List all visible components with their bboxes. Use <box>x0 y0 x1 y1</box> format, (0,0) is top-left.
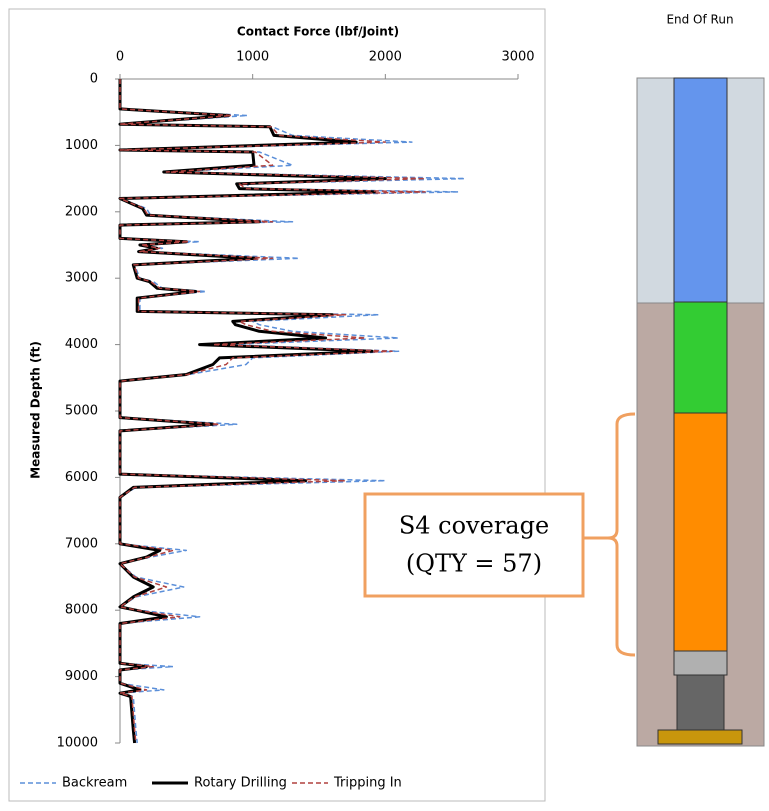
legend-label: Backream <box>62 776 127 791</box>
y-tick-label: 3000 <box>65 271 98 286</box>
pipe-section <box>674 78 727 302</box>
bha <box>677 675 724 730</box>
y-tick-label: 1000 <box>65 138 98 153</box>
legend-label: Rotary Drilling <box>194 776 287 791</box>
y-tick-label: 4000 <box>65 337 98 352</box>
y-tick-label: 10000 <box>57 736 98 751</box>
y-tick-label: 5000 <box>65 404 98 419</box>
y-tick-label: 6000 <box>65 470 98 485</box>
y-tick-label: 9000 <box>65 669 98 684</box>
axis-label: Measured Depth (ft) <box>29 341 43 479</box>
pipe-section <box>674 651 727 675</box>
x-tick-label: 0 <box>116 50 124 65</box>
page: Contact Force (lbf/Joint) Measured Depth… <box>0 0 769 811</box>
legend-label: Tripping In <box>333 776 402 791</box>
chart-title: Contact Force (lbf/Joint) <box>237 25 399 39</box>
pipe-section <box>674 413 727 651</box>
y-tick-label: 2000 <box>65 204 98 219</box>
y-tick-label: 0 <box>90 72 98 87</box>
callout-box <box>365 494 583 596</box>
callout-text: (QTY = 57) <box>406 550 542 578</box>
y-tick-label: 8000 <box>65 603 98 618</box>
y-tick-label: 7000 <box>65 536 98 551</box>
x-tick-label: 2000 <box>369 50 402 65</box>
bit <box>658 730 742 744</box>
callout-text: S4 coverage <box>399 512 549 540</box>
x-tick-label: 1000 <box>236 50 269 65</box>
x-tick-label: 3000 <box>501 50 534 65</box>
diagram-title: End Of Run <box>666 13 733 27</box>
bracket <box>608 414 635 655</box>
pipe-section <box>674 302 727 413</box>
